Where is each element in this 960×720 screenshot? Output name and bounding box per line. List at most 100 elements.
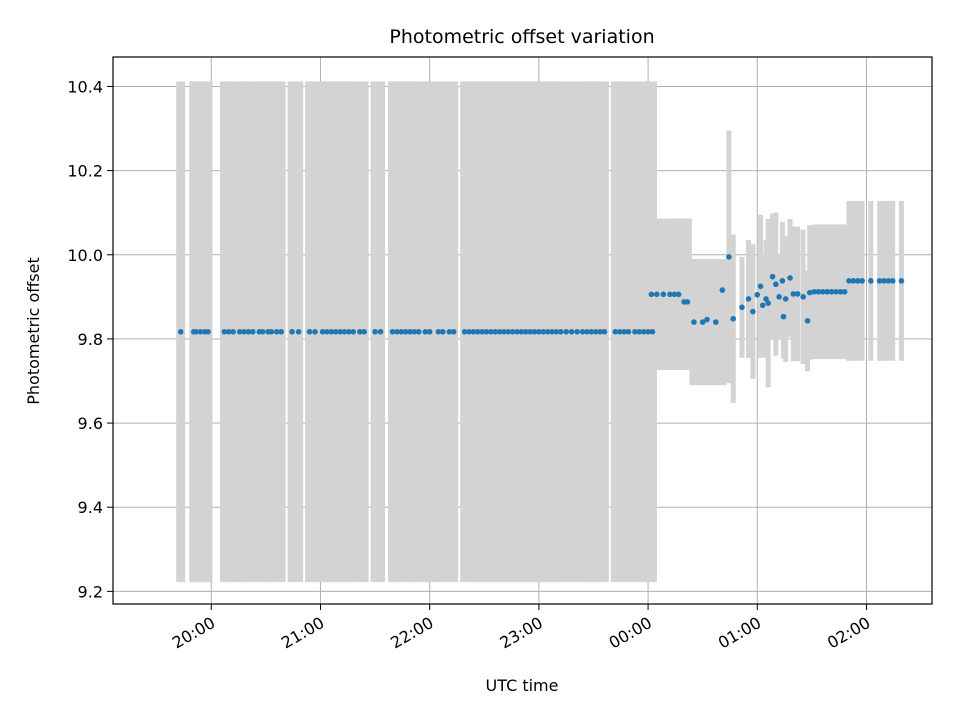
data-point [859,278,865,284]
data-point [787,275,793,281]
data-point [671,291,678,298]
data-point [850,278,857,284]
data-point [820,288,826,295]
data-point [806,289,813,296]
data-point [616,328,623,335]
data-point [621,328,627,335]
data-point [241,328,247,335]
data-point [759,302,766,309]
y-tick-label: 9.6 [78,414,103,433]
data-point [563,328,569,335]
data-point [574,328,580,335]
data-point [402,328,409,335]
y-tick-label: 9.4 [78,498,103,517]
data-point [779,278,786,284]
data-point [885,278,892,284]
data-point [193,328,199,335]
data-point [765,300,771,306]
data-point [750,308,756,315]
data-point [833,288,839,295]
data-point [704,316,710,323]
data-point [407,328,413,335]
data-point [719,287,726,293]
data-point [588,328,595,335]
data-point [278,328,284,335]
data-point [245,328,252,335]
data-point [426,328,433,335]
data-point [597,328,603,335]
data-point [739,304,745,311]
data-point [496,328,503,335]
data-point [295,328,302,335]
data-point [557,328,564,335]
data-point [361,328,367,335]
data-point [509,328,516,335]
data-point [712,319,719,325]
data-point [501,328,507,335]
data-point [518,328,525,335]
data-point [773,281,779,288]
plot-frame [112,56,933,605]
data-point [648,291,655,298]
data-point [411,328,418,335]
data-point [205,328,211,335]
data-point [828,288,835,295]
data-point [531,328,538,335]
data-point [776,294,782,300]
data-point [346,328,352,335]
y-tick-label: 10.4 [67,77,103,96]
data-point [769,273,776,280]
data-point [259,328,266,335]
data-point [726,254,732,260]
data-point [536,328,542,335]
data-point [730,315,737,322]
data-point [815,288,822,295]
data-point [691,319,697,325]
data-point [854,278,861,284]
y-tick-label: 9.8 [78,330,103,349]
data-point [684,299,691,305]
data-point [522,328,529,335]
y-tick-label: 10.0 [67,246,103,265]
data-point [645,328,651,335]
data-point [780,313,787,320]
data-point [632,328,638,335]
data-point [306,328,313,335]
data-point [754,291,761,298]
y-axis-label: Photometric offset [24,257,43,405]
data-point [328,328,335,335]
data-point [389,328,396,335]
data-point [221,328,228,335]
data-point [341,328,348,335]
data-point [492,328,499,335]
error-bar [682,218,692,371]
data-point [177,328,184,335]
y-tick-label: 9.2 [78,582,103,601]
data-point [527,328,533,335]
data-point [312,328,318,335]
data-point [841,288,848,295]
data-point [435,328,442,335]
data-point [889,278,896,284]
data-point [356,328,363,335]
data-point [466,328,472,335]
data-point [230,328,236,335]
data-point [350,328,357,335]
data-point [660,291,667,298]
data-point [811,288,817,295]
data-point [289,328,295,335]
data-point [824,288,830,295]
data-point [763,296,769,302]
data-point [636,328,643,335]
data-point [568,328,575,335]
data-point [514,328,520,335]
data-point [549,328,555,335]
error-bar [717,258,727,386]
data-point [377,328,384,335]
data-point [398,328,405,335]
data-point [782,296,789,302]
data-point [505,328,512,335]
data-point [268,328,275,335]
data-point [249,328,256,335]
